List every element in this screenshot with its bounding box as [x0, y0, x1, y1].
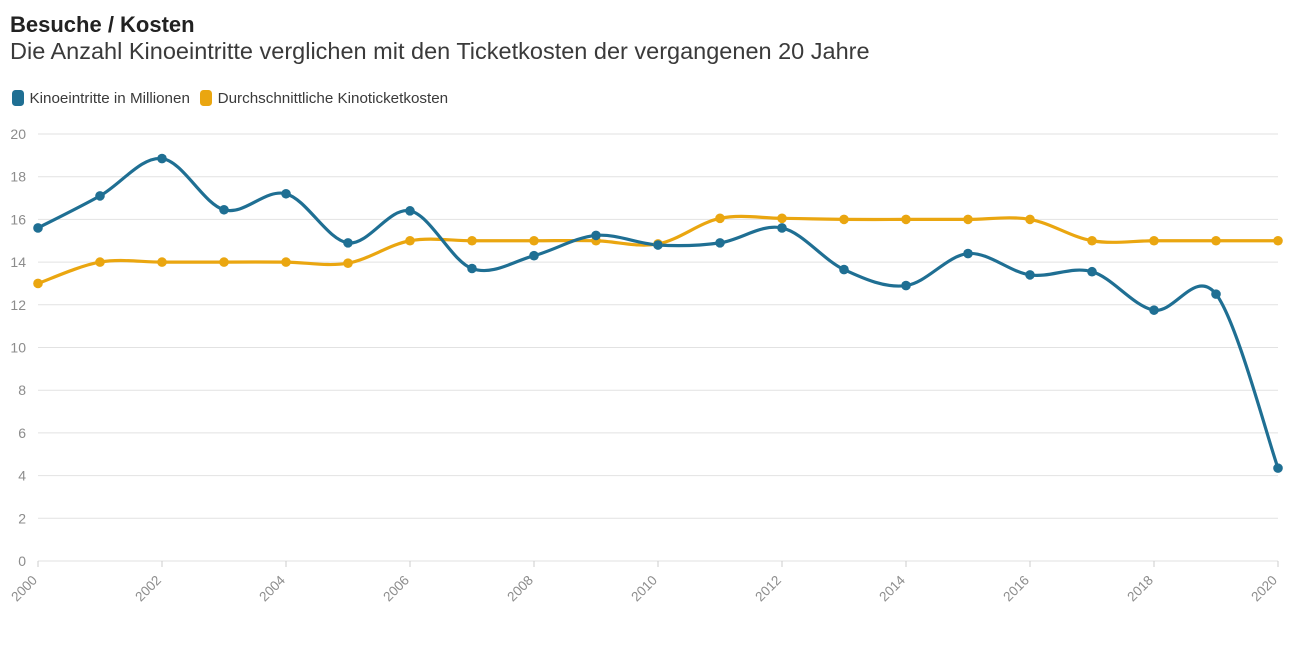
svg-text:2004: 2004: [256, 572, 288, 604]
svg-text:2: 2: [18, 510, 26, 526]
svg-text:2014: 2014: [876, 572, 908, 604]
svg-text:16: 16: [10, 211, 26, 227]
svg-text:2006: 2006: [380, 573, 412, 605]
svg-text:2012: 2012: [752, 573, 784, 605]
svg-text:2010: 2010: [628, 573, 660, 605]
svg-text:2016: 2016: [1000, 573, 1032, 605]
svg-text:2020: 2020: [1248, 573, 1280, 605]
svg-text:6: 6: [18, 425, 26, 441]
svg-text:8: 8: [18, 382, 26, 398]
svg-text:2018: 2018: [1124, 573, 1156, 605]
svg-text:12: 12: [10, 297, 26, 313]
svg-text:2000: 2000: [8, 573, 40, 605]
svg-text:4: 4: [18, 468, 26, 484]
svg-text:20: 20: [10, 126, 26, 142]
svg-text:14: 14: [10, 254, 26, 270]
svg-text:18: 18: [10, 169, 26, 185]
svg-text:2008: 2008: [504, 573, 536, 605]
svg-text:2002: 2002: [132, 573, 164, 605]
svg-text:0: 0: [18, 553, 26, 569]
svg-text:10: 10: [10, 340, 26, 356]
